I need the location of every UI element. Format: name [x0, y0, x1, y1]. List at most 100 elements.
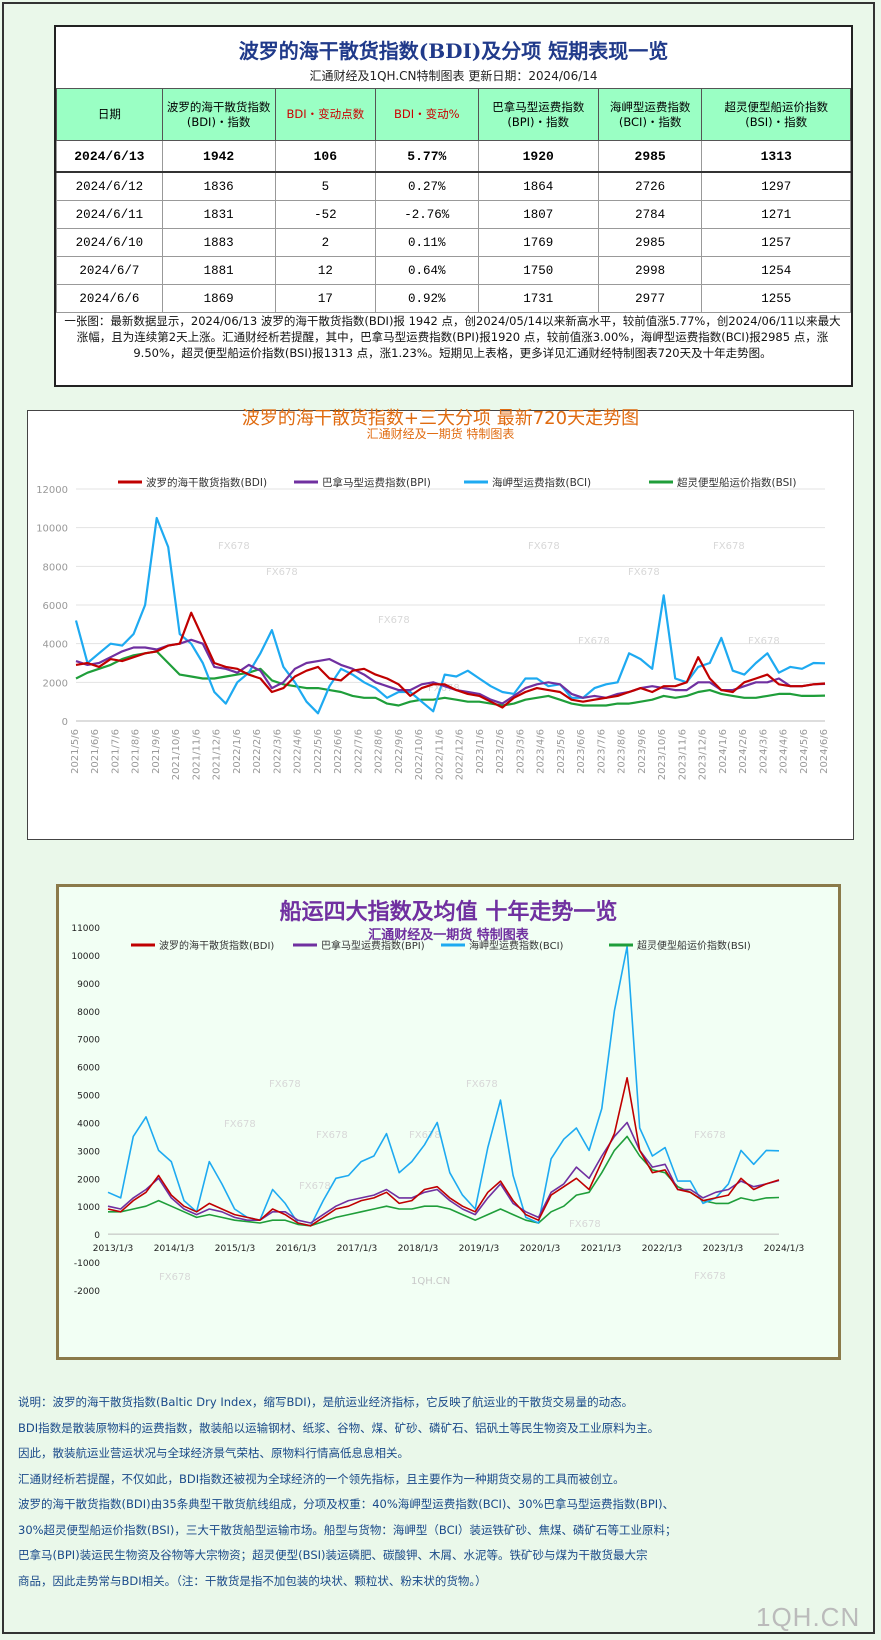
watermark: FX678	[409, 1130, 441, 1141]
table-cell: 1883	[161, 228, 276, 257]
chart2-svg: -2000 -1000 0 1000 2000 3000 4000 5000 6000 7000 8…	[71, 924, 804, 1297]
x-tick-label: 2024/4/6	[779, 729, 790, 774]
table-cell: 1313	[701, 140, 851, 173]
series-line-bci	[74, 516, 826, 715]
y-tick-label: 4000	[77, 1119, 100, 1129]
table-cell: 2985	[597, 140, 703, 173]
y-tick-label: 6000	[43, 601, 68, 612]
note-line: BDI指数是散装原物料的运费指数，散装船以运输钢材、纸浆、谷物、煤、矿砂、磷矿石…	[18, 1420, 660, 1435]
x-tick-label: 2021/7/6	[110, 729, 121, 774]
table-header-cell: 海岬型运费指数 (BCI)・指数	[597, 88, 703, 141]
series-line-bsi	[108, 1135, 780, 1227]
table-header-cell: 超灵便型船运价指数 (BSI)・指数	[701, 88, 851, 141]
chart-ten-year-panel: 船运四大指数及均值 十年走势一览 汇通财经及一期货 特制图表 -2000 -100…	[56, 884, 841, 1360]
summary-table: 日期 波罗的海干散货指数 (BDI)・指数 BDI・变动点数 BDI・变动% 巴拿马型运费…	[56, 88, 851, 313]
legend-label: 超灵便型船运价指数(BSI)	[677, 476, 796, 489]
watermark: FX678	[528, 541, 560, 552]
table-header-cell: 巴拿马型运费指数 (BPI)・指数	[477, 88, 599, 141]
series-line-bpi	[75, 638, 826, 705]
legend-label: 巴拿马型运费指数(BPI)	[321, 939, 425, 952]
watermark: 1QH.CN	[411, 1276, 450, 1287]
watermark: FX678	[466, 1079, 498, 1090]
summary-table-panel: 波罗的海干散货指数(BDI)及分项 短期表现一览 汇通财经及1QH.CN特制图表…	[54, 25, 853, 387]
x-tick-label: 2017/1/3	[337, 1244, 377, 1254]
table-cell: -2.76%	[375, 200, 479, 229]
x-tick-label: 2022/7/6	[353, 729, 364, 774]
table-cell: 2024/6/10	[56, 228, 163, 257]
table-cell: 1831	[161, 200, 276, 229]
table-cell: 2024/6/6	[56, 284, 163, 313]
x-tick-label: 2021/11/6	[191, 729, 202, 780]
chart2-subtitle: 汇通财经及一期货 特制图表	[368, 928, 529, 943]
watermark: FX678	[713, 541, 745, 552]
watermark: FX678	[224, 1119, 256, 1130]
table-cell: 1254	[701, 256, 851, 285]
y-tick-label: 1000	[77, 1203, 100, 1213]
table-cell: 2998	[597, 256, 703, 285]
y-tick-label: 2000	[43, 678, 68, 689]
table-cell: 0.64%	[375, 256, 479, 285]
watermark: FX678	[748, 636, 780, 647]
x-tick-label: 2023/9/6	[637, 729, 648, 774]
watermark: FX678	[569, 1219, 601, 1230]
y-tick-label: 5000	[77, 1092, 100, 1102]
table-cell: 1836	[161, 171, 276, 201]
x-tick-label: 2023/8/6	[617, 729, 628, 774]
table-cell: 1271	[701, 200, 851, 229]
x-tick-label: 2022/4/6	[293, 729, 304, 774]
x-tick-label: 2023/11/6	[677, 729, 688, 780]
watermark: FX678	[428, 683, 460, 694]
y-tick-label: 3000	[77, 1147, 100, 1157]
chart-720-days-panel: 波罗的海干散货指数+三大分项 最新720天走势图 汇通财经及一期货 特制图表 0…	[27, 408, 854, 840]
chart1-subtitle: 汇通财经及一期货 特制图表	[366, 427, 515, 441]
table-row: 2024/6/11 1831 -52 -2.76% 1807 2784 1271	[56, 200, 851, 229]
x-tick-label: 2023/7/6	[596, 729, 607, 774]
table-cell: 2024/6/7	[56, 256, 163, 285]
y-tick-label: 11000	[71, 924, 100, 934]
x-tick-label: 2024/1/6	[718, 729, 729, 774]
table-cell: 1942	[161, 140, 276, 173]
legend-label: 超灵便型船运价指数(BSI)	[637, 939, 751, 952]
x-tick-label: 2024/2/6	[738, 729, 749, 774]
table-cell: 0.27%	[375, 171, 479, 201]
table-cell: 1731	[477, 284, 599, 313]
table-cell: 1255	[701, 284, 851, 313]
table-cell: 2977	[597, 284, 703, 313]
x-tick-label: 2023/10/6	[657, 729, 668, 780]
table-subtitle: 汇通财经及1QH.CN特制图表 更新日期：2024/06/14	[309, 69, 598, 83]
series-line-bdi	[107, 1077, 780, 1227]
table-cell: 106	[274, 140, 377, 173]
note-line: 巴拿马(BPI)装运民生物资及谷物等大宗物资；超灵便型(BSI)装运磷肥、碳酸钾…	[18, 1548, 648, 1562]
table-cell: 2726	[597, 171, 703, 201]
x-tick-label: 2021/8/6	[131, 729, 142, 774]
table-cell: 2024/6/12	[56, 171, 163, 201]
watermark: FX678	[378, 615, 410, 626]
x-tick-label: 2024/3/6	[758, 729, 769, 774]
table-row: 2024/6/6 1869 17 0.92% 1731 2977 1255	[56, 284, 851, 313]
watermark: FX678	[578, 636, 610, 647]
x-tick-label: 2016/1/3	[276, 1244, 316, 1254]
legend-label: 海岬型运费指数(BCI)	[469, 939, 564, 952]
y-tick-label: 0	[94, 1231, 100, 1241]
x-tick-label: 2022/5/6	[313, 729, 324, 774]
table-cell: 1257	[701, 228, 851, 257]
table-header-row: 日期 波罗的海干散货指数 (BDI)・指数 BDI・变动点数 BDI・变动% 巴拿马型运费…	[56, 88, 851, 141]
table-cell: 1750	[477, 256, 599, 285]
x-tick-label: 2023/6/6	[576, 729, 587, 774]
x-tick-label: 2024/6/6	[819, 729, 830, 774]
y-tick-label: -1000	[74, 1259, 100, 1269]
table-cell: 1864	[477, 171, 599, 201]
legend-label: 海岬型运费指数(BCI)	[492, 476, 591, 489]
table-cell: 17	[274, 284, 377, 313]
x-tick-label: 2021/9/6	[151, 729, 162, 774]
x-tick-label: 2013/1/3	[93, 1244, 133, 1254]
x-tick-label: 2022/3/6	[272, 729, 283, 774]
table-cell: 2024/6/13	[56, 140, 163, 173]
y-tick-label: 10000	[36, 524, 68, 535]
chart1-title: 波罗的海干散货指数+三大分项 最新720天走势图	[241, 408, 640, 429]
y-tick-label: 6000	[77, 1064, 100, 1074]
x-tick-label: 2024/5/6	[799, 729, 810, 774]
x-tick-label: 2014/1/3	[154, 1244, 194, 1254]
table-header-cell: 日期	[56, 88, 163, 141]
